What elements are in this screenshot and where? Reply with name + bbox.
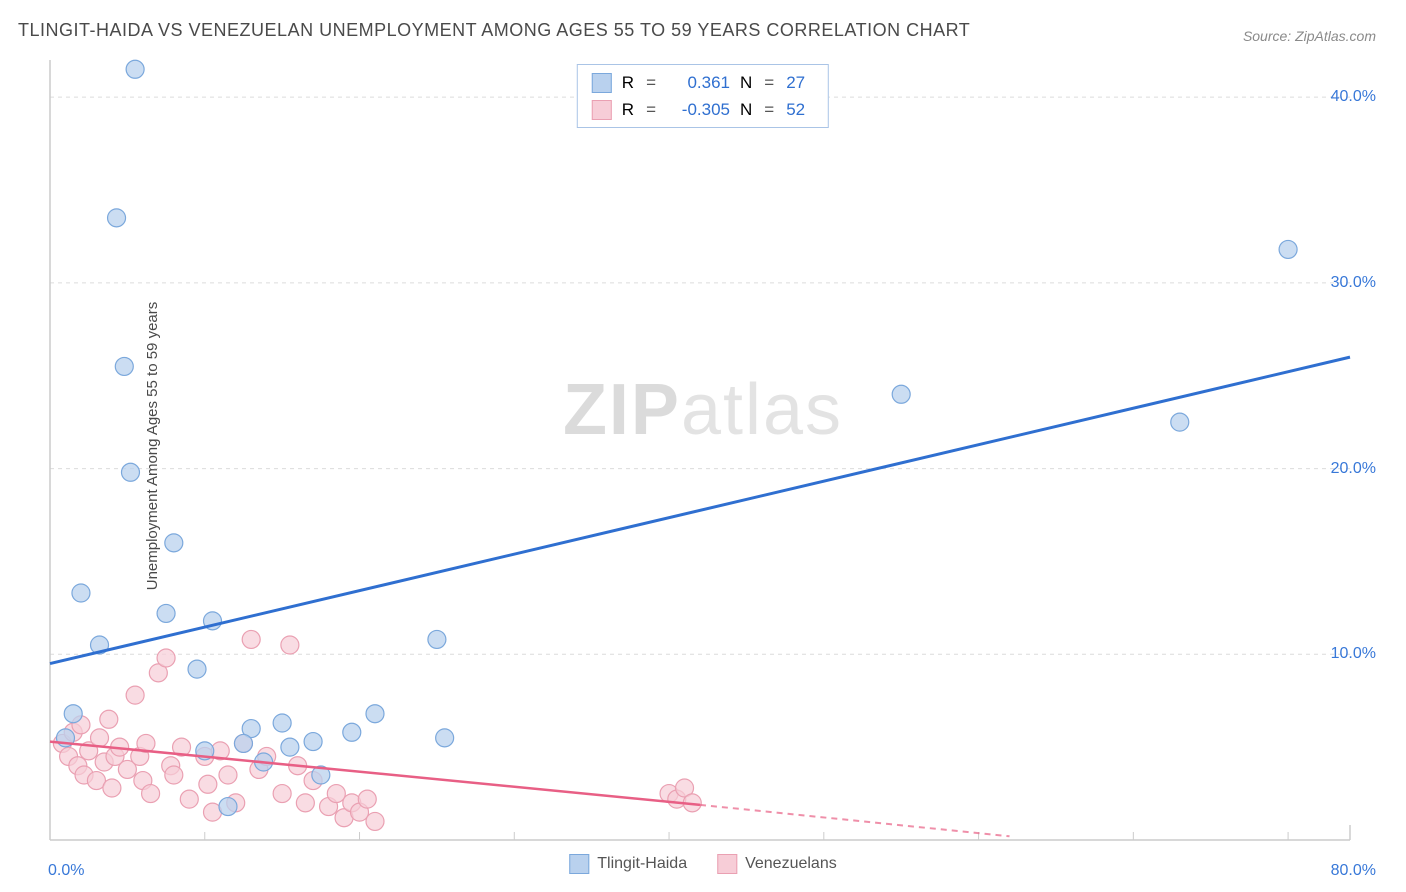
equals-icon: = [764,96,774,123]
y-tick-label: 20.0% [1331,460,1376,478]
chart-container: TLINGIT-HAIDA VS VENEZUELAN UNEMPLOYMENT… [0,0,1406,892]
legend-swatch-venezuelans [717,854,737,874]
correlation-legend: R = 0.361 N = 27 R = -0.305 N = 52 [577,64,829,128]
legend-row-series-1: R = 0.361 N = 27 [592,69,814,96]
n-label-2: N [740,96,752,123]
y-tick-label: 10.0% [1331,645,1376,663]
legend-swatch-1 [592,73,612,93]
y-tick-label: 40.0% [1331,88,1376,106]
n-value-2: 52 [786,96,814,123]
chart-svg [0,0,1406,892]
equals-icon: = [646,69,656,96]
r-label-1: R [622,69,634,96]
legend-swatch-tlingit [569,854,589,874]
equals-icon: = [646,96,656,123]
x-axis-max-label: 80.0% [1331,862,1376,880]
r-label-2: R [622,96,634,123]
legend-swatch-2 [592,100,612,120]
y-tick-label: 30.0% [1331,274,1376,292]
legend-item-1: Tlingit-Haida [569,854,687,874]
n-value-1: 27 [786,69,814,96]
n-label-1: N [740,69,752,96]
r-value-1: 0.361 [668,69,730,96]
r-value-2: -0.305 [668,96,730,123]
legend-row-series-2: R = -0.305 N = 52 [592,96,814,123]
legend-label-2: Venezuelans [745,855,837,873]
equals-icon: = [764,69,774,96]
series-legend: Tlingit-Haida Venezuelans [569,854,836,874]
x-axis-min-label: 0.0% [48,862,84,880]
legend-item-2: Venezuelans [717,854,837,874]
legend-label-1: Tlingit-Haida [597,855,687,873]
